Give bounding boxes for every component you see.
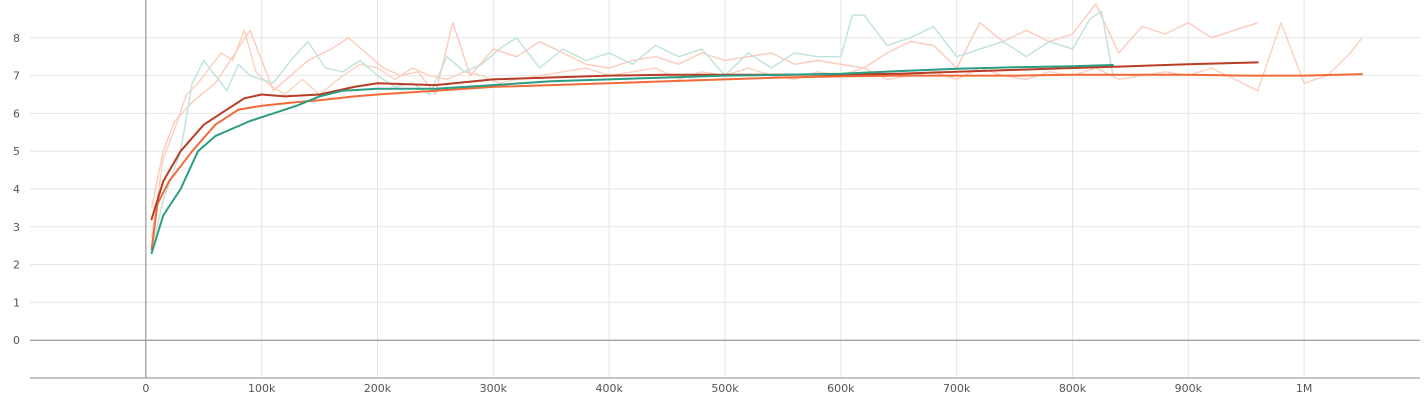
raw-series-group (150, 3, 1363, 250)
x-tick-label: 1M (1296, 382, 1313, 395)
grid (30, 0, 1420, 378)
y-tick-labels: 0 1 2 3 4 5 6 7 8 (13, 32, 20, 347)
y-tick-label: 5 (13, 145, 20, 158)
x-tick-label: 800k (1059, 382, 1087, 395)
smoothed-series-line-1 (150, 61, 1259, 221)
x-tick-label: 700k (943, 382, 971, 395)
smoothed-series-line-2 (150, 64, 1114, 255)
raw-series-line-1 (150, 3, 1259, 209)
y-tick-label: 4 (13, 183, 20, 196)
axes (30, 0, 1420, 379)
y-tick-label: 1 (13, 296, 20, 309)
x-tick-labels: 0 100k 200k 300k 400k 500k 600k 700k 800k 900k 1M (142, 382, 1312, 395)
raw-series-line-2 (150, 10, 1114, 250)
raw-series-line-0 (150, 22, 1363, 239)
x-tick-label: 100k (248, 382, 276, 395)
x-tick-label: 300k (480, 382, 508, 395)
smoothed-series-line-0 (150, 73, 1364, 251)
x-tick-label: 600k (827, 382, 855, 395)
smoothed-series-group (150, 61, 1364, 255)
y-tick-label: 0 (13, 334, 20, 347)
x-tick-label: 200k (364, 382, 392, 395)
y-tick-label: 8 (13, 32, 20, 45)
y-tick-label: 2 (13, 259, 20, 272)
x-tick-label: 900k (1175, 382, 1203, 395)
x-tick-label: 500k (711, 382, 739, 395)
y-tick-label: 3 (13, 221, 20, 234)
y-tick-label: 7 (13, 70, 20, 83)
x-tick-label: 400k (595, 382, 623, 395)
y-tick-label: 6 (13, 107, 20, 120)
x-tick-label: 0 (142, 382, 149, 395)
